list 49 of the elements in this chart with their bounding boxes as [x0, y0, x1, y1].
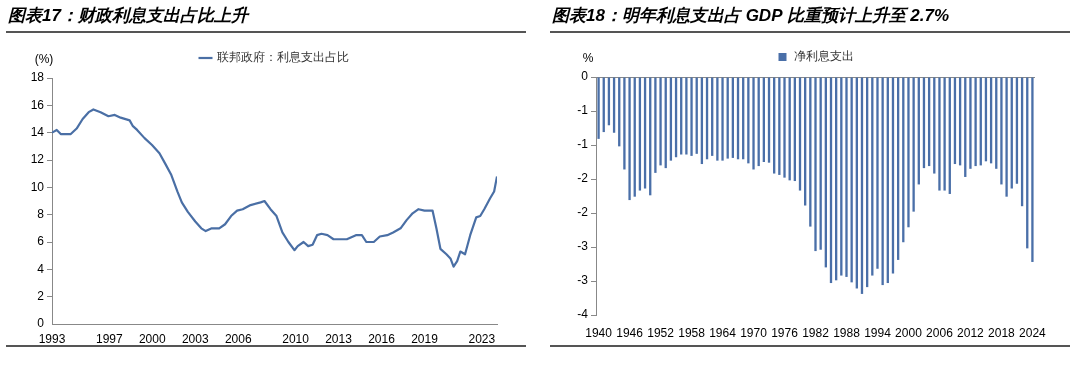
y-tick-label: -2	[577, 171, 589, 186]
x-tick-label: 2006	[224, 331, 252, 346]
y-tick-label: -3	[577, 273, 589, 288]
y-tick-label: 2	[37, 288, 45, 303]
x-tick-label: 1940	[585, 325, 613, 340]
x-tick-label: 2006	[926, 325, 954, 340]
chart-title: 图表18：明年利息支出占 GDP 比重预计上升至 2.7%	[550, 0, 1070, 33]
y-tick-label: 16	[30, 97, 45, 112]
x-tick-label: 1988	[833, 325, 861, 340]
x-tick-label: 1982	[802, 325, 830, 340]
y-tick-label: -4	[577, 307, 589, 322]
x-tick-label: 1964	[709, 325, 737, 340]
x-tick-label: 2000	[138, 331, 166, 346]
y-axis-title: %	[582, 51, 594, 66]
y-tick-label: -1	[577, 137, 589, 152]
y-tick-label: -2	[577, 205, 589, 220]
x-tick-label: 2012	[957, 325, 985, 340]
y-tick-label: 10	[30, 179, 45, 194]
x-tick-label: 2018	[988, 325, 1016, 340]
y-tick-label: 12	[30, 152, 45, 167]
x-tick-label: 1952	[647, 325, 675, 340]
x-tick-label: 1997	[95, 331, 123, 346]
y-tick-label: -1	[577, 103, 589, 118]
y-tick-label: 18	[30, 70, 45, 85]
x-tick-label: 1958	[678, 325, 706, 340]
y-tick-label: 6	[37, 234, 45, 249]
legend-label: 联邦政府：利息支出占比	[216, 50, 349, 65]
x-tick-label: 2023	[468, 331, 496, 346]
y-tick-label: 0	[581, 69, 589, 84]
x-tick-label: 2000	[895, 325, 923, 340]
x-tick-label: 2019	[411, 331, 439, 346]
x-tick-label: 1970	[740, 325, 768, 340]
x-tick-label: 1993	[38, 331, 66, 346]
y-tick-label: 4	[37, 261, 45, 276]
x-tick-label: 1946	[616, 325, 644, 340]
y-axis-title: (%)	[34, 52, 54, 67]
x-tick-label: 2013	[325, 331, 353, 346]
y-tick-label: 8	[37, 206, 45, 221]
x-tick-label: 1976	[771, 325, 799, 340]
chart-title: 图表17：财政利息支出占比上升	[6, 0, 526, 33]
x-tick-label: 2016	[368, 331, 396, 346]
x-tick-label: 2003	[181, 331, 209, 346]
y-tick-label: -3	[577, 239, 589, 254]
x-tick-label: 2010	[282, 331, 310, 346]
legend-label: 净利息支出	[793, 49, 854, 64]
y-tick-label: 0	[37, 316, 45, 331]
x-tick-label: 2024	[1019, 325, 1047, 340]
x-tick-label: 1994	[864, 325, 892, 340]
y-tick-label: 14	[30, 124, 45, 139]
